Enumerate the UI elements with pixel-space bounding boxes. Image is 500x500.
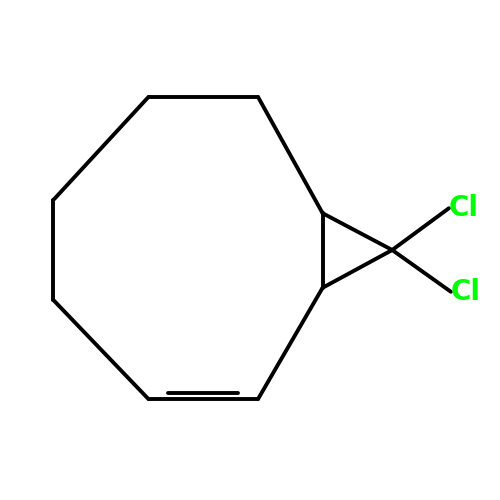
Text: Cl: Cl [449, 194, 479, 222]
Text: Cl: Cl [451, 278, 481, 306]
